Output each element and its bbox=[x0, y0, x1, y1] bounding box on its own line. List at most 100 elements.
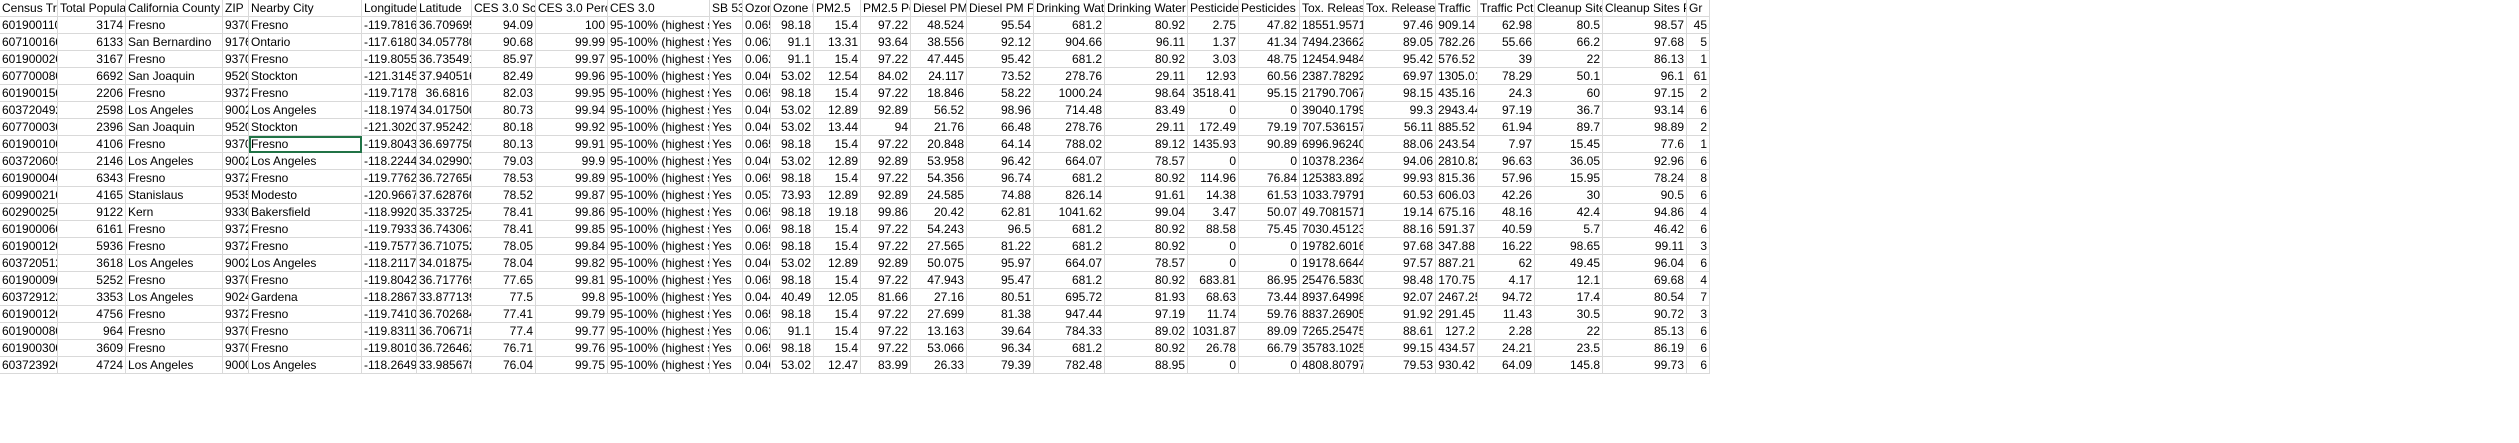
table-cell[interactable]: -120.9667385 bbox=[362, 187, 417, 204]
table-cell[interactable]: 576.52 bbox=[1436, 51, 1478, 68]
table-cell[interactable]: 86.95 bbox=[1239, 272, 1300, 289]
table-cell[interactable]: 6019000902 bbox=[0, 272, 58, 289]
table-cell[interactable]: 99.97 bbox=[536, 51, 608, 68]
table-cell[interactable]: 2.28 bbox=[1478, 323, 1535, 340]
table-cell[interactable]: 243.54 bbox=[1436, 136, 1478, 153]
table-cell[interactable]: -119.804314 bbox=[362, 136, 417, 153]
table-cell[interactable]: 93725 bbox=[223, 306, 249, 323]
table-cell[interactable]: 99.89 bbox=[536, 170, 608, 187]
table-cell[interactable]: 94.09 bbox=[472, 17, 536, 34]
table-cell[interactable]: 64.14 bbox=[967, 136, 1034, 153]
table-cell[interactable]: 98.18 bbox=[771, 306, 814, 323]
table-cell[interactable]: 664.07 bbox=[1034, 255, 1105, 272]
table-cell[interactable]: Yes bbox=[710, 136, 743, 153]
table-cell[interactable]: 98.18 bbox=[771, 272, 814, 289]
table-cell[interactable]: 16.22 bbox=[1478, 238, 1535, 255]
table-cell[interactable]: 0 bbox=[1188, 255, 1239, 272]
table-cell[interactable]: 73.52 bbox=[967, 68, 1034, 85]
table-cell[interactable]: 91.61 bbox=[1105, 187, 1188, 204]
table-cell[interactable]: Yes bbox=[710, 153, 743, 170]
table-cell[interactable]: 5.7 bbox=[1535, 221, 1603, 238]
table-cell[interactable]: 27.16 bbox=[911, 289, 967, 306]
table-cell[interactable]: 93725 bbox=[223, 238, 249, 255]
table-cell[interactable]: 69.68 bbox=[1603, 272, 1687, 289]
table-cell[interactable]: 48.16 bbox=[1478, 204, 1535, 221]
table-cell[interactable]: 21.76 bbox=[911, 119, 967, 136]
column-header[interactable]: California County bbox=[126, 0, 223, 17]
table-cell[interactable]: 964 bbox=[58, 323, 126, 340]
table-cell[interactable]: 99.8 bbox=[536, 289, 608, 306]
table-cell[interactable]: Los Angeles bbox=[249, 255, 362, 272]
table-cell[interactable]: 2810.82 bbox=[1436, 153, 1478, 170]
table-cell[interactable]: 2206 bbox=[58, 85, 126, 102]
table-cell[interactable]: Bakersfield bbox=[249, 204, 362, 221]
table-cell[interactable]: 48.75 bbox=[1239, 51, 1300, 68]
table-cell[interactable]: 5252 bbox=[58, 272, 126, 289]
table-cell[interactable]: 278.76 bbox=[1034, 119, 1105, 136]
table-cell[interactable]: 1031.87 bbox=[1188, 323, 1239, 340]
table-cell[interactable]: 47.82 bbox=[1239, 17, 1300, 34]
table-cell[interactable]: 12.89 bbox=[814, 102, 861, 119]
table-cell[interactable]: Fresno bbox=[126, 238, 223, 255]
table-cell[interactable]: Fresno bbox=[249, 170, 362, 187]
table-cell[interactable]: 7030.451231 bbox=[1300, 221, 1364, 238]
table-cell[interactable]: 172.49 bbox=[1188, 119, 1239, 136]
table-cell[interactable]: San Joaquin bbox=[126, 119, 223, 136]
table-cell[interactable]: 79.03 bbox=[472, 153, 536, 170]
table-cell[interactable]: 904.66 bbox=[1034, 34, 1105, 51]
table-cell[interactable]: 83.99 bbox=[861, 357, 911, 374]
table-cell[interactable]: 95-100% (highest scores) bbox=[608, 272, 710, 289]
table-cell[interactable]: Yes bbox=[710, 119, 743, 136]
table-cell[interactable]: -119.831179 bbox=[362, 323, 417, 340]
table-cell[interactable]: 78.04 bbox=[472, 255, 536, 272]
table-cell[interactable]: 0.065 bbox=[743, 17, 771, 34]
table-cell[interactable]: 95.47 bbox=[967, 272, 1034, 289]
table-cell[interactable]: 95.97 bbox=[967, 255, 1034, 272]
table-cell[interactable]: 11.43 bbox=[1478, 306, 1535, 323]
table-cell[interactable]: 947.44 bbox=[1034, 306, 1105, 323]
table-cell[interactable]: 80.92 bbox=[1105, 272, 1188, 289]
table-cell[interactable]: 92.89 bbox=[861, 187, 911, 204]
table-cell[interactable]: 95-100% (highest scores) bbox=[608, 340, 710, 357]
table-cell[interactable]: 97.46 bbox=[1364, 17, 1436, 34]
table-cell[interactable]: 80.92 bbox=[1105, 170, 1188, 187]
table-cell[interactable]: 79.19 bbox=[1239, 119, 1300, 136]
table-cell[interactable]: 0 bbox=[1239, 153, 1300, 170]
table-cell[interactable]: 6019003000 bbox=[0, 340, 58, 357]
table-cell[interactable]: Fresno bbox=[126, 221, 223, 238]
table-cell[interactable]: 15.4 bbox=[814, 221, 861, 238]
table-cell[interactable]: 15.4 bbox=[814, 340, 861, 357]
table-cell[interactable]: 26.78 bbox=[1188, 340, 1239, 357]
table-cell[interactable]: 95203 bbox=[223, 119, 249, 136]
table-cell[interactable]: Fresno bbox=[249, 136, 362, 153]
table-cell[interactable]: 6037205120 bbox=[0, 255, 58, 272]
table-cell[interactable]: 681.2 bbox=[1034, 340, 1105, 357]
table-cell[interactable]: Gardena bbox=[249, 289, 362, 306]
table-cell[interactable]: 53.02 bbox=[771, 68, 814, 85]
table-cell[interactable]: 69.97 bbox=[1364, 68, 1436, 85]
table-cell[interactable]: 36.7 bbox=[1535, 102, 1603, 119]
table-cell[interactable]: 99.73 bbox=[1603, 357, 1687, 374]
table-cell[interactable]: Yes bbox=[710, 51, 743, 68]
table-cell[interactable]: 6 bbox=[1687, 323, 1710, 340]
table-cell[interactable]: 6 bbox=[1687, 221, 1710, 238]
table-cell[interactable]: 826.14 bbox=[1034, 187, 1105, 204]
table-cell[interactable]: 0.065 bbox=[743, 204, 771, 221]
table-cell[interactable]: 99.75 bbox=[536, 357, 608, 374]
table-cell[interactable]: Fresno bbox=[126, 340, 223, 357]
table-cell[interactable]: 675.16 bbox=[1436, 204, 1478, 221]
table-cell[interactable]: 53.066 bbox=[911, 340, 967, 357]
table-cell[interactable]: 90.5 bbox=[1603, 187, 1687, 204]
table-cell[interactable]: San Bernardino bbox=[126, 34, 223, 51]
table-cell[interactable]: 4106 bbox=[58, 136, 126, 153]
table-cell[interactable]: 30 bbox=[1535, 187, 1603, 204]
table-cell[interactable]: 125383.892 bbox=[1300, 170, 1364, 187]
table-cell[interactable]: 145.8 bbox=[1535, 357, 1603, 374]
table-cell[interactable]: 96.04 bbox=[1603, 255, 1687, 272]
table-cell[interactable]: 78.05 bbox=[472, 238, 536, 255]
table-cell[interactable]: 887.21 bbox=[1436, 255, 1478, 272]
table-cell[interactable]: 13.44 bbox=[814, 119, 861, 136]
table-cell[interactable]: 6 bbox=[1687, 340, 1710, 357]
table-cell[interactable]: 89.12 bbox=[1105, 136, 1188, 153]
table-cell[interactable]: 681.2 bbox=[1034, 272, 1105, 289]
